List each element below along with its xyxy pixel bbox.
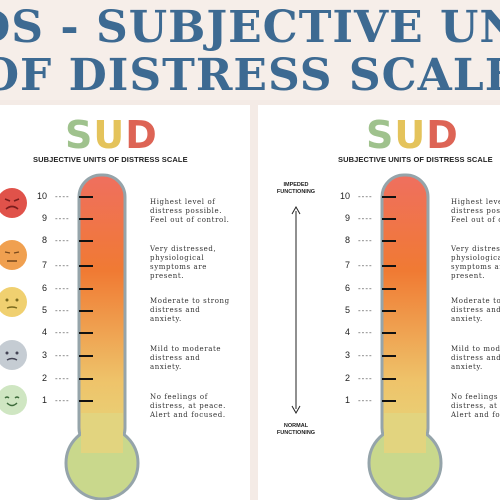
- worried-face-icon: [0, 240, 27, 270]
- dash: ----: [55, 351, 70, 360]
- level-5: 5: [41, 305, 47, 315]
- level-4: 4: [41, 327, 47, 337]
- dash: ----: [358, 236, 373, 245]
- sud-logo: SUD: [366, 113, 459, 157]
- level-5: 5: [344, 305, 350, 315]
- sud-logo-s: S: [366, 113, 395, 157]
- sheet-with-faces: SUD SUBJECTIVE UNITS OF DISTRESS SCALE 1…: [0, 105, 250, 500]
- level-7: 7: [41, 260, 47, 270]
- description-level-2: No feelings of distress, at peace. Alert…: [451, 393, 500, 419]
- level-4: 4: [344, 327, 350, 337]
- level-2: 2: [344, 373, 350, 383]
- normal-functioning-label: NORMAL FUNCTIONING: [276, 423, 316, 436]
- description-level-4: Mild to moderate distress and anxiety.: [150, 345, 222, 371]
- level-8: 8: [41, 235, 47, 245]
- description-level-10: Highest level of distress possible. Feel…: [451, 198, 500, 224]
- dash: ----: [55, 328, 70, 337]
- sud-logo-s: S: [65, 113, 94, 157]
- dash: ----: [358, 192, 373, 201]
- description-level-8: Very distressed, physiological symptoms …: [451, 245, 500, 280]
- level-10: 10: [339, 191, 350, 201]
- level-1: 1: [41, 395, 47, 405]
- dash: ----: [358, 306, 373, 315]
- functioning-arrow: [291, 205, 301, 415]
- sud-logo-d: D: [125, 113, 158, 157]
- dash: ----: [55, 261, 70, 270]
- sheet-subtitle: SUBJECTIVE UNITS OF DISTRESS SCALE: [33, 155, 188, 164]
- dash: ----: [358, 396, 373, 405]
- sud-logo-u: U: [394, 113, 427, 157]
- level-1: 1: [344, 395, 350, 405]
- dash: ----: [55, 374, 70, 383]
- description-level-6: Moderate to strong distress and anxiety.: [451, 297, 500, 323]
- dash: ----: [358, 328, 373, 337]
- level-3: 3: [41, 350, 47, 360]
- description-level-4: Mild to moderate distress and anxiety.: [451, 345, 500, 371]
- dash: ----: [358, 214, 373, 223]
- description-level-2: No feelings of distress, at peace. Alert…: [150, 393, 226, 419]
- dash: ----: [55, 306, 70, 315]
- dash: ----: [55, 284, 70, 293]
- level-3: 3: [344, 350, 350, 360]
- sad-face-icon: [0, 340, 27, 370]
- thermometer: [64, 173, 140, 500]
- description-level-6: Moderate to strong distress and anxiety.: [150, 297, 230, 323]
- dash: ----: [358, 284, 373, 293]
- sud-logo-u: U: [93, 113, 126, 157]
- dash: ----: [55, 396, 70, 405]
- dash: ----: [358, 351, 373, 360]
- dash: ----: [358, 261, 373, 270]
- level-6: 6: [41, 283, 47, 293]
- angry-face-icon: [0, 188, 27, 218]
- happy-face-icon: [0, 385, 27, 415]
- dash: ----: [55, 192, 70, 201]
- level-2: 2: [41, 373, 47, 383]
- thermometer: [367, 173, 443, 500]
- dash: ----: [55, 214, 70, 223]
- impeded-functioning-label: IMPEDED FUNCTIONING: [276, 182, 316, 195]
- level-9: 9: [41, 213, 47, 223]
- description-level-8: Very distressed, physiological symptoms …: [150, 245, 217, 280]
- banner-title-line-2: OF DISTRESS SCALE: [0, 50, 500, 100]
- sheet-with-functioning-scale: SUD SUBJECTIVE UNITS OF DISTRESS SCALE I…: [258, 105, 500, 500]
- level-9: 9: [344, 213, 350, 223]
- sud-logo-d: D: [426, 113, 459, 157]
- level-8: 8: [344, 235, 350, 245]
- level-7: 7: [344, 260, 350, 270]
- dash: ----: [55, 236, 70, 245]
- description-level-10: Highest level of distress possible. Feel…: [150, 198, 230, 224]
- neutral-face-icon: [0, 287, 27, 317]
- level-6: 6: [344, 283, 350, 293]
- sheet-subtitle: SUBJECTIVE UNITS OF DISTRESS SCALE: [338, 155, 493, 164]
- sud-logo: SUD: [65, 113, 158, 157]
- level-10: 10: [36, 191, 47, 201]
- dash: ----: [358, 374, 373, 383]
